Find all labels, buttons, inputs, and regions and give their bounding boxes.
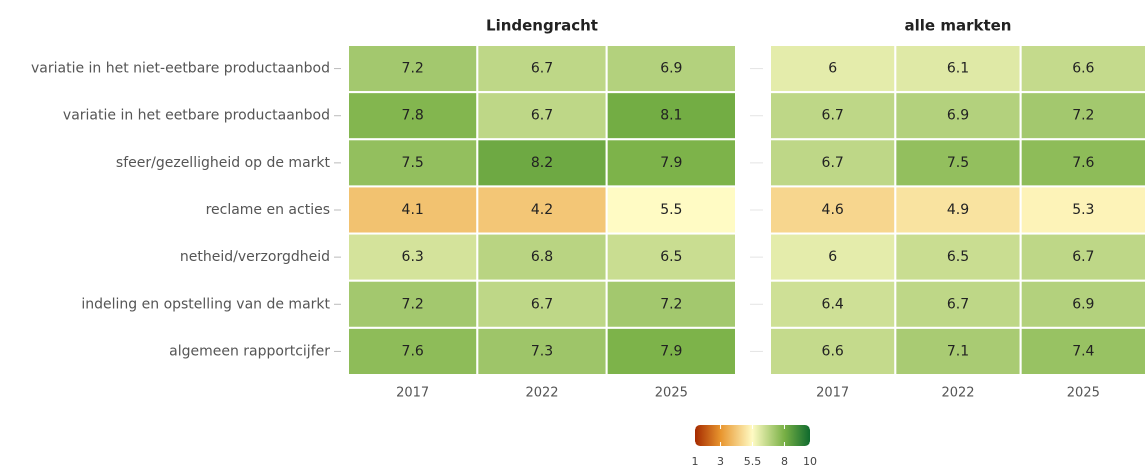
colorbar-label: 5.5 xyxy=(744,455,762,468)
cell xyxy=(1019,279,1146,329)
cell-label: 6 xyxy=(828,249,837,265)
cell-label: 4.1 xyxy=(402,202,424,218)
row-label: sfeer/gezelligheid op de markt xyxy=(116,155,331,171)
cell-label: 6.9 xyxy=(1072,296,1094,312)
cell-label: 7.5 xyxy=(402,155,424,171)
cell-label: 7.4 xyxy=(1072,343,1094,359)
cell-label: 7.2 xyxy=(1072,108,1094,124)
cell-label: 6 xyxy=(828,61,837,77)
colorbar-label: 10 xyxy=(803,455,817,468)
cell-label: 8.2 xyxy=(531,155,553,171)
cell-label: 6.6 xyxy=(1072,61,1094,77)
row-label: variatie in het eetbare productaanbod xyxy=(63,108,330,124)
cell xyxy=(769,279,897,329)
cell-label: 8.1 xyxy=(660,108,682,124)
cell xyxy=(605,138,738,188)
cell-label: 6.7 xyxy=(1072,249,1094,265)
cell xyxy=(1019,138,1146,188)
cell xyxy=(476,326,608,377)
cell-label: 6.7 xyxy=(531,61,553,77)
x-tick-label: 2025 xyxy=(1067,386,1100,401)
cell-label: 6.6 xyxy=(822,343,844,359)
cell-label: 6.9 xyxy=(660,61,682,77)
colorbar xyxy=(695,425,810,446)
cell xyxy=(1019,326,1146,377)
cell-label: 4.2 xyxy=(531,202,553,218)
colorbar-label: 3 xyxy=(717,455,724,468)
cell-label: 6.7 xyxy=(531,108,553,124)
cell-label: 7.8 xyxy=(402,108,424,124)
x-tick-label: 2017 xyxy=(816,386,849,401)
cell-label: 7.5 xyxy=(947,155,969,171)
x-tick-label: 2025 xyxy=(655,386,688,401)
panel-title: Lindengracht xyxy=(486,17,598,35)
panel-title: alle markten xyxy=(905,17,1012,35)
cell xyxy=(894,91,1022,141)
cell xyxy=(1019,91,1146,141)
cell xyxy=(605,185,738,235)
cell xyxy=(347,185,479,235)
row-label: algemeen rapportcijfer xyxy=(169,343,330,359)
cell-label: 6.1 xyxy=(947,61,969,77)
cell xyxy=(605,91,738,141)
cell xyxy=(1019,185,1146,235)
cell-label: 7.6 xyxy=(402,343,424,359)
cell-label: 6.7 xyxy=(822,108,844,124)
cell-label: 6.5 xyxy=(947,249,969,265)
cell xyxy=(894,326,1022,377)
cell-label: 4.9 xyxy=(947,202,969,218)
cell xyxy=(476,185,608,235)
cell-label: 5.3 xyxy=(1072,202,1094,218)
cell-label: 6.5 xyxy=(660,249,682,265)
cell xyxy=(769,91,897,141)
cell-label: 6.4 xyxy=(822,296,844,312)
cell xyxy=(605,44,738,94)
colorbar-label: 8 xyxy=(781,455,788,468)
cell xyxy=(1019,44,1146,94)
cell-label: 6.7 xyxy=(947,296,969,312)
cell xyxy=(894,44,1022,94)
cell-label: 7.1 xyxy=(947,343,969,359)
cell-label: 7.6 xyxy=(1072,155,1094,171)
cell-label: 7.9 xyxy=(660,343,682,359)
cell-label: 4.6 xyxy=(822,202,844,218)
cell xyxy=(476,138,608,188)
row-label: reclame en acties xyxy=(206,202,330,218)
cell xyxy=(605,232,738,282)
cell-label: 7.9 xyxy=(660,155,682,171)
cell xyxy=(894,138,1022,188)
colorbar-label: 1 xyxy=(692,455,699,468)
x-tick-label: 2022 xyxy=(525,386,558,401)
cell xyxy=(347,138,479,188)
cell xyxy=(347,279,479,329)
cell-label: 6.8 xyxy=(531,249,553,265)
cell xyxy=(894,279,1022,329)
row-label: netheid/verzorgdheid xyxy=(180,249,330,265)
cell-label: 6.3 xyxy=(402,249,424,265)
cell xyxy=(894,232,1022,282)
cell-label: 6.7 xyxy=(531,296,553,312)
row-label: variatie in het niet-eetbare productaanb… xyxy=(31,61,330,77)
x-tick-label: 2022 xyxy=(941,386,974,401)
cell-label: 7.2 xyxy=(402,61,424,77)
cell-label: 6.9 xyxy=(947,108,969,124)
cell-label: 7.3 xyxy=(531,343,553,359)
cell xyxy=(605,326,738,377)
cell-label: 6.7 xyxy=(822,155,844,171)
row-label: indeling en opstelling van de markt xyxy=(81,296,330,312)
cell-label: 5.5 xyxy=(660,202,682,218)
x-tick-label: 2017 xyxy=(396,386,429,401)
cell-label: 7.2 xyxy=(402,296,424,312)
cell-label: 7.2 xyxy=(660,296,682,312)
